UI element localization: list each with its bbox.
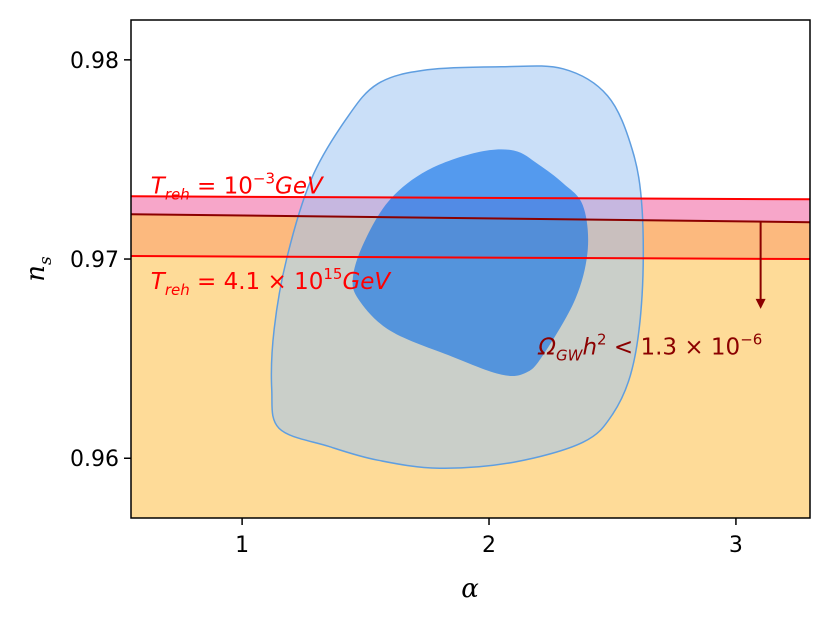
annotation-2: ΩGWh2 < 1.3 × 10−6 <box>537 331 762 365</box>
y-axis-label-sub: s <box>36 256 56 265</box>
annotation-unit: GeV <box>342 269 392 295</box>
annotation-sup: −3 <box>253 169 275 187</box>
annotation-base: Ω <box>537 335 556 361</box>
annotation-h: h <box>582 335 597 361</box>
annotation-base: T <box>151 173 167 199</box>
plot-frame <box>130 19 811 519</box>
x-tick-label: 1 <box>235 533 249 558</box>
gw-bound-line <box>131 213 810 224</box>
x-tick-label: 2 <box>482 533 496 558</box>
annotation-sub: GW <box>556 347 584 365</box>
contour-inner <box>352 149 589 376</box>
annotation-text: < 1.3 × 10 <box>607 335 741 361</box>
reheating-line-lower <box>131 255 810 261</box>
annotation-sub: reh <box>165 281 190 299</box>
annotation-0: Treh = 10−3GeV <box>151 169 325 203</box>
y-tick-label: 0.97 <box>70 248 119 273</box>
annotation-text: = 10 <box>190 173 253 199</box>
y-axis-label-base: n <box>21 265 51 282</box>
gw-arrow-head <box>755 298 766 309</box>
y-axis-label: ns <box>21 256 56 282</box>
annotation-sup: 15 <box>323 265 342 283</box>
reheating-line-upper <box>131 195 810 201</box>
annotation-sup: −6 <box>740 331 762 349</box>
plot-area <box>131 65 810 518</box>
annotation-base: T <box>151 269 167 295</box>
y-tick-label: 0.96 <box>70 447 119 472</box>
annotation-unit: GeV <box>275 173 325 199</box>
annotation-1: Treh = 4.1 × 1015GeV <box>151 265 393 299</box>
annotation-sup2: 2 <box>597 331 607 349</box>
annotation-sub: reh <box>165 185 190 203</box>
y-tick-label: 0.98 <box>70 49 119 74</box>
x-axis-label: α <box>461 574 479 604</box>
x-tick-label: 3 <box>729 533 743 558</box>
annotation-text: = 4.1 × 10 <box>190 269 324 295</box>
axis-ticks: 1 2 3 0.96 0.97 0.98 <box>70 49 743 558</box>
